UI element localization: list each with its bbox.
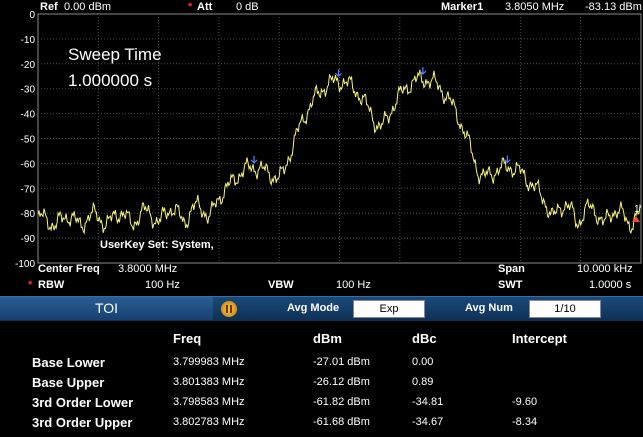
header-bar: Ref 0.00 dBm * Att 0 dB Marker1 3.8050 M… [0,0,643,14]
y-tick-label: -90 [21,234,36,245]
span-value[interactable]: 10.000 kHz [577,263,633,275]
span-label: Span [498,263,525,275]
y-tick-label: -80 [21,209,36,220]
att-label: Att [197,1,213,13]
sweep-time-label: Sweep Time [68,45,162,64]
rbw-label: RBW [38,279,65,291]
y-tick-label: -70 [21,184,36,195]
row-freq: 3.802783 MHz [173,416,245,428]
spectrum-plot[interactable]: 0 -10 -20 -30 -40 -50 -60 -70 -80 -90 -100 1 [0,0,643,270]
column-header-freq: Freq [173,331,202,346]
row-freq: 3.798583 MHz [173,396,245,408]
rbw-value[interactable]: 100 Hz [145,279,180,291]
row-dbm: -61.68 dBm [313,416,370,428]
swt-label: SWT [498,279,523,291]
vbw-value[interactable]: 100 Hz [336,279,371,291]
att-value[interactable]: 0 dB [236,1,259,13]
row-name: 3rd Order Lower [32,395,134,410]
row-dbc: -34.81 [412,396,444,408]
y-tick-label: -20 [21,60,36,71]
sweep-time-value: 1.000000 s [68,71,153,90]
row-dbm: -27.01 dBm [313,356,370,368]
spectrum-trace [37,69,642,235]
peak-marker-icon [503,155,511,164]
status-area: Center Freq 3.8000 MHz Span 10.000 kHz *… [0,262,643,294]
center-freq-value[interactable]: 3.8000 MHz [118,263,178,275]
row-intercept: -9.60 [512,396,538,408]
avg-num-label: Avg Num [465,302,513,314]
y-tick-label: -30 [21,85,36,96]
y-tick-label: -50 [21,135,36,146]
column-header-dbc: dBc [412,331,437,346]
toi-results-table: Freq dBm dBc Intercept Base Lower 3.7999… [0,322,643,437]
row-freq: 3.801383 MHz [173,376,245,388]
tab-toi[interactable]: TOI [0,297,213,320]
y-tick-label: -60 [21,159,36,170]
row-intercept: -8.34 [512,416,538,428]
y-tick-label: 0 [29,10,35,21]
peak-marker-icon [335,69,342,78]
row-dbc: 0.00 [412,356,434,368]
row-dbm: -26.12 dBm [313,376,370,388]
marker-label: Marker1 [441,1,484,13]
measurement-toolbar: TOI Avg Mode Exp Avg Num 1/10 [0,296,643,321]
userkey-set-text: UserKey Set: System, [100,239,214,251]
column-header-intercept: Intercept [512,331,567,346]
avg-mode-label: Avg Mode [287,302,340,314]
marker1-arrow-icon [632,216,640,222]
row-dbc: -34.67 [412,416,444,428]
y-axis-ticks: 0 -10 -20 -30 -40 -50 -60 -70 -80 -90 -100 [15,10,35,270]
marker1-number: 1 [634,204,640,215]
vbw-label: VBW [268,279,294,291]
y-tick-label: -100 [15,259,35,270]
center-freq-label: Center Freq [38,263,100,275]
sweep-time-overlay: Sweep Time 1.000000 s [68,42,162,94]
peak-marker-icon [419,67,427,75]
avg-num-field[interactable]: 1/10 [529,300,601,318]
ref-label: Ref [40,1,58,13]
row-freq: 3.799983 MHz [173,356,245,368]
row-dbc: 0.89 [412,376,434,388]
rbw-asterisk: * [28,279,33,291]
ref-value[interactable]: 0.00 dBm [64,1,112,13]
marker1-indicator: 1 [632,204,640,222]
marker-frequency: 3.8050 MHz [505,1,565,13]
pause-icon[interactable] [221,301,237,317]
swt-value[interactable]: 1.0000 s [589,279,632,291]
row-name: Base Lower [32,355,105,370]
peak-marker-icon [250,155,258,164]
att-asterisk: * [188,1,193,13]
y-tick-label: -10 [21,35,36,46]
y-tick-label: -40 [21,110,36,121]
marker-level: -83.13 dBm [585,1,642,13]
row-name: 3rd Order Upper [32,415,133,430]
avg-mode-select[interactable]: Exp [353,300,425,318]
row-name: Base Upper [32,375,105,390]
column-header-dbm: dBm [313,331,342,346]
peak-markers [250,67,511,164]
row-dbm: -61.82 dBm [313,396,370,408]
plot-grid [37,13,642,264]
